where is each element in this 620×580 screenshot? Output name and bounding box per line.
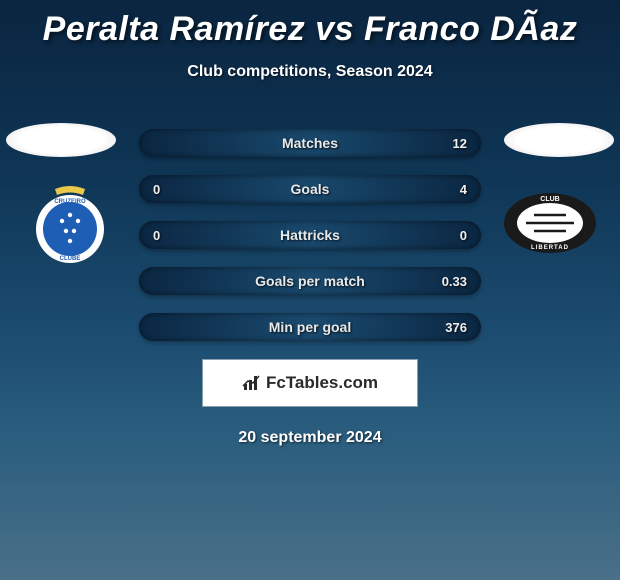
stat-row: Min per goal 376 [139, 313, 481, 341]
stat-row: 0 Hattricks 0 [139, 221, 481, 249]
stat-label: Goals per match [255, 273, 365, 289]
comparison-title: Peralta Ramírez vs Franco DÃ­az [0, 0, 620, 49]
brand-text: FcTables.com [266, 373, 378, 393]
svg-text:CRUZEIRO: CRUZEIRO [54, 199, 86, 205]
comparison-date: 20 september 2024 [0, 429, 620, 447]
club-logo-left: CRUZEIRO CLUBE [20, 183, 120, 263]
stat-label: Matches [282, 135, 338, 151]
comparison-subtitle: Club competitions, Season 2024 [0, 63, 620, 81]
stat-value-left: 0 [153, 228, 160, 243]
svg-text:CLUB: CLUB [540, 196, 559, 203]
stat-value-right: 376 [445, 320, 467, 335]
player-avatar-left [6, 123, 116, 157]
player-avatar-right [504, 123, 614, 157]
stat-label: Min per goal [269, 319, 351, 335]
brand-label: FcTables.com [242, 373, 378, 393]
stat-label: Goals [291, 181, 330, 197]
svg-text:LIBERTAD: LIBERTAD [531, 245, 569, 251]
comparison-content: CRUZEIRO CLUBE CLUB LIBERTAD Matches 12 0 G… [0, 123, 620, 447]
stat-row: Goals per match 0.33 [139, 267, 481, 295]
stat-row: Matches 12 [139, 129, 481, 157]
stat-value-right: 4 [460, 182, 467, 197]
club-logo-right: CLUB LIBERTAD [500, 183, 600, 263]
stat-value-left: 0 [153, 182, 160, 197]
stat-value-right: 12 [453, 136, 467, 151]
stats-list: Matches 12 0 Goals 4 0 Hattricks 0 Goals per mat… [139, 123, 481, 341]
svg-text:CLUBE: CLUBE [60, 256, 81, 262]
stat-value-right: 0 [460, 228, 467, 243]
stat-value-right: 0.33 [442, 274, 467, 289]
brand-box: FcTables.com [202, 359, 418, 407]
stat-label: Hattricks [280, 227, 340, 243]
chart-icon [242, 374, 262, 392]
stat-row: 0 Goals 4 [139, 175, 481, 203]
